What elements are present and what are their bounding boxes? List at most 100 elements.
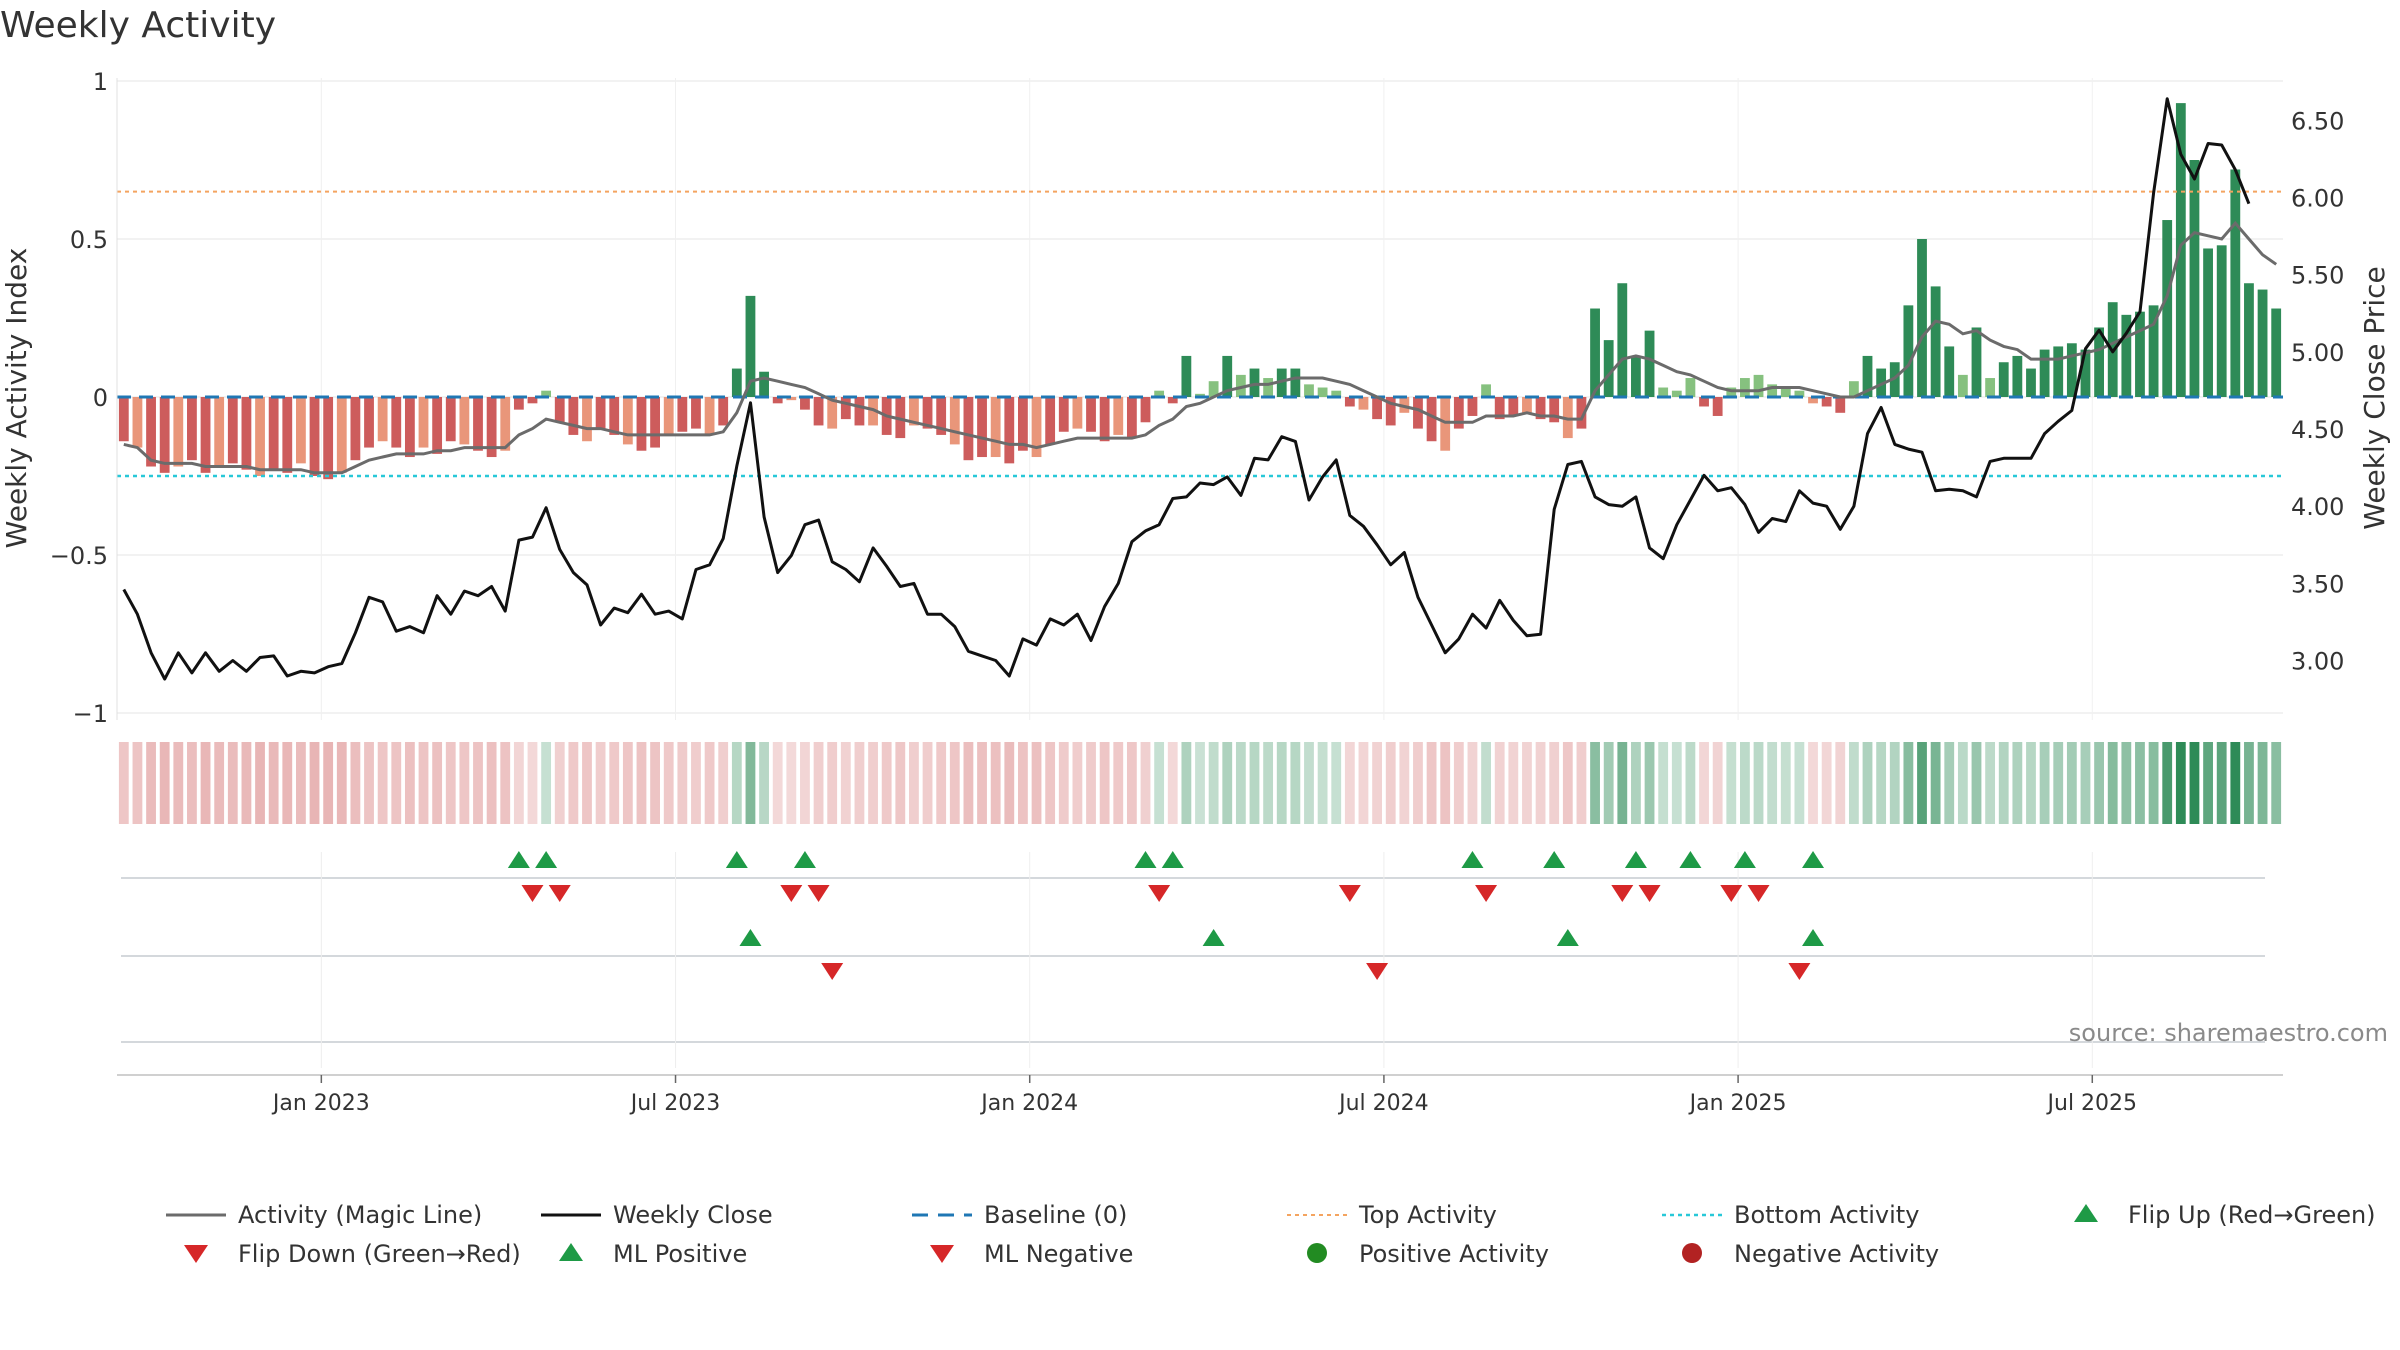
legend-swatch-dot: [1682, 1243, 1702, 1263]
heat-strip-cell: [1045, 742, 1056, 824]
heat-strip-cell: [527, 742, 538, 824]
activity-bar: [1304, 384, 1314, 397]
heat-strip-cell: [1426, 742, 1437, 824]
legend-item: Top Activity: [1287, 1201, 1497, 1229]
activity-bar: [1535, 397, 1546, 420]
activity-bar: [1794, 390, 1805, 397]
heat-strip-cell: [323, 742, 334, 824]
heat-strip-cell: [1903, 742, 1914, 824]
x-tick-label: Jul 2023: [629, 1091, 721, 1116]
heat-strip-cell: [1222, 742, 1233, 824]
legend-label: Activity (Magic Line): [238, 1201, 482, 1229]
activity-bar: [1808, 397, 1818, 404]
x-axis: Jan 2023 Jul 2023 Jan 2024 Jul 2024 Jan 2025…: [117, 1074, 2283, 1116]
activity-bar: [2012, 355, 2023, 397]
activity-bar: [963, 397, 974, 461]
activity-bar: [432, 397, 443, 454]
heat-strip-cell: [1208, 742, 1219, 824]
heat-strip-cell: [1821, 742, 1832, 824]
heat-strip-cell: [772, 742, 783, 824]
heat-strip-cell: [1658, 742, 1669, 824]
activity-bar: [1835, 397, 1846, 413]
activity-bar: [813, 397, 824, 426]
heat-strip-cell: [1018, 742, 1028, 824]
legend-item: Negative Activity: [1682, 1240, 1939, 1268]
activity-bar: [2066, 343, 2077, 397]
heat-strip-cell: [1099, 742, 1110, 824]
heat-strip-cell: [2203, 742, 2213, 824]
activity-bar: [1222, 355, 1233, 397]
heat-strip-cell: [786, 742, 797, 824]
activity-bar: [1998, 362, 2009, 397]
heat-strip-cell: [745, 742, 756, 824]
activity-bar: [227, 397, 238, 464]
activity-bar: [936, 397, 947, 435]
heat-strip-cell: [1086, 742, 1096, 824]
x-tick-label: Jul 2024: [1337, 1091, 1429, 1116]
activity-bar: [1467, 397, 1478, 416]
activity-bar: [977, 397, 987, 458]
heat-strip-cell: [609, 742, 620, 824]
heat-strip-cell: [1862, 742, 1873, 824]
heat-strip-cell: [1631, 742, 1641, 824]
y-tick-label: −0.5: [50, 542, 108, 570]
activity-bar: [1058, 397, 1069, 432]
activity-bar: [2039, 349, 2050, 397]
heat-strip-cell: [1481, 742, 1491, 824]
activity-bars: [118, 103, 2282, 480]
heat-strip-cell: [391, 742, 402, 824]
heat-strip-cell: [1998, 742, 2009, 824]
y2-tick-label: 3.50: [2291, 570, 2344, 598]
activity-bar: [1685, 378, 1696, 397]
activity-bar: [2094, 327, 2104, 397]
activity-bar: [1099, 397, 1110, 442]
heat-strip-cell: [445, 742, 456, 824]
activity-bar: [1249, 368, 1260, 397]
activity-bar: [146, 397, 156, 467]
activity-bar: [1562, 397, 1573, 439]
flip-up-marker: [793, 851, 816, 868]
heat-strip-cell: [459, 742, 470, 824]
flip-up-marker: [1134, 851, 1157, 868]
heat-strip-cell: [1712, 742, 1723, 824]
activity-bar: [1740, 378, 1750, 397]
heat-strip-cell: [336, 742, 347, 824]
legend-item: ML Positive: [559, 1240, 747, 1268]
activity-bar: [2189, 160, 2200, 397]
legend-swatch-triangle-down: [930, 1245, 954, 1263]
heat-strip-cell: [704, 742, 715, 824]
activity-bar: [173, 397, 184, 467]
heat-strip-cell: [146, 742, 156, 824]
activity-bar: [2216, 245, 2227, 397]
heat-strip-cell: [132, 742, 143, 824]
activity-bar: [241, 397, 252, 470]
activity-bar: [1753, 374, 1764, 397]
magic-line: [123, 220, 2278, 475]
activity-bar: [1399, 397, 1410, 413]
heat-strip-cell: [1004, 742, 1015, 824]
ml-negative-marker: [1366, 963, 1389, 980]
activity-bar: [1712, 397, 1723, 416]
flip-up-marker: [1679, 851, 1702, 868]
heat-strip-cell: [2175, 742, 2186, 824]
heat-strip-cell: [800, 742, 810, 824]
heat-strip-cell: [868, 742, 878, 824]
activity-bar: [1576, 397, 1587, 429]
activity-bar: [1985, 378, 1996, 397]
flip-down-marker: [1338, 885, 1361, 902]
activity-bar: [1522, 397, 1532, 413]
flip-down-marker: [807, 885, 830, 902]
heat-strip-cell: [1794, 742, 1805, 824]
y2-tick-label: 5.00: [2291, 339, 2344, 367]
legend-item: Positive Activity: [1307, 1240, 1549, 1268]
heat-strip-cell: [1576, 742, 1587, 824]
heat-strip-cell: [500, 742, 511, 824]
reference-lines: [117, 190, 2283, 478]
activity-bar: [677, 397, 688, 432]
legend-label: Top Activity: [1358, 1201, 1497, 1229]
heat-strip-cell: [650, 742, 660, 824]
y2-tick-label: 4.00: [2291, 493, 2344, 521]
heat-strip-cell: [568, 742, 579, 824]
heat-strip-cell: [1440, 742, 1451, 824]
activity-bar: [1031, 397, 1042, 458]
